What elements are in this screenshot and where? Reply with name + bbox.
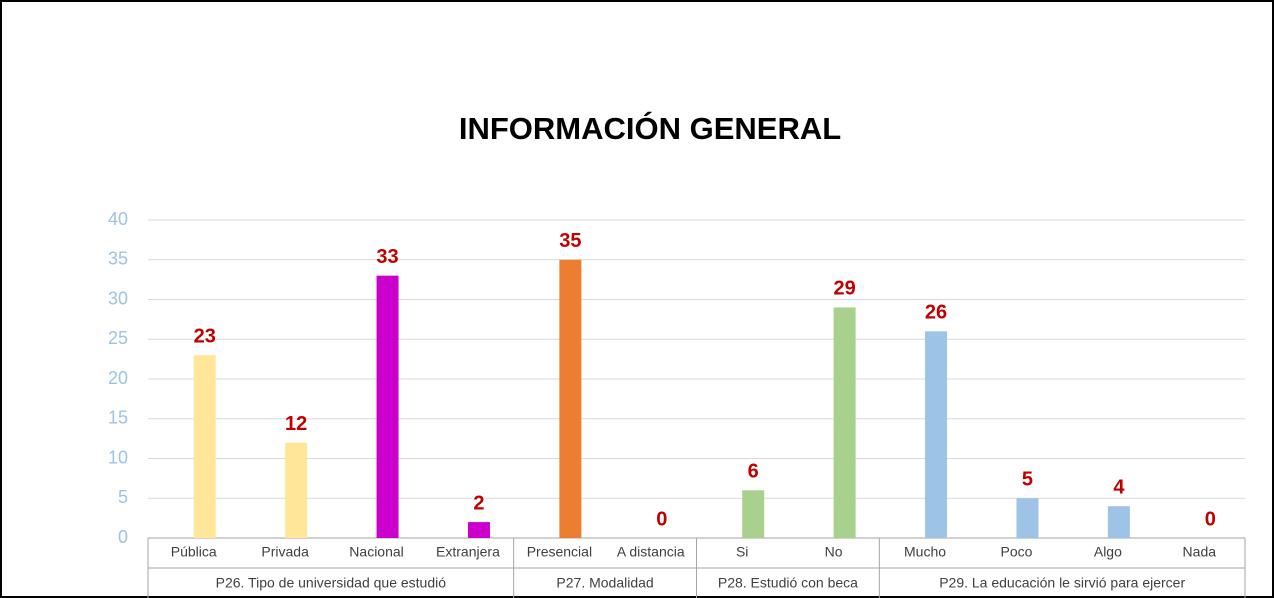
group-label: P29. La educación le sirvió para ejercer	[939, 575, 1185, 591]
group-label: P27. Modalidad	[556, 575, 653, 591]
y-tick-label: 25	[108, 328, 128, 348]
y-tick-label: 5	[118, 487, 128, 507]
x-tick-label: Algo	[1094, 544, 1122, 560]
data-label: 23	[194, 325, 216, 347]
chart-title: INFORMACIÓN GENERAL	[459, 110, 841, 146]
x-tick-label: Nacional	[349, 544, 403, 560]
bar	[559, 259, 582, 538]
y-tick-label: 0	[118, 527, 128, 547]
x-tick-label: Pública	[171, 544, 217, 560]
data-label: 12	[285, 413, 307, 435]
bar	[1016, 498, 1039, 538]
y-tick-label: 20	[108, 368, 128, 388]
bar	[467, 522, 490, 538]
data-label: 0	[1205, 508, 1216, 530]
data-label: 5	[1022, 469, 1033, 491]
y-tick-label: 10	[108, 447, 128, 467]
group-label: P28. Estudió con beca	[718, 575, 858, 591]
bar	[833, 307, 856, 538]
data-label: 26	[925, 302, 947, 324]
x-tick-label: Extranjera	[436, 544, 500, 560]
bar	[285, 442, 308, 538]
data-label: 35	[559, 230, 581, 252]
y-tick-label: 30	[108, 288, 128, 308]
bar	[1107, 506, 1130, 538]
data-label: 2	[473, 492, 484, 514]
data-label: 29	[834, 278, 856, 300]
x-tick-label: Poco	[1000, 544, 1032, 560]
x-tick-label: Privada	[261, 544, 309, 560]
bar	[742, 490, 765, 538]
data-label: 0	[656, 508, 667, 530]
data-label: 33	[376, 246, 398, 268]
y-tick-label: 40	[108, 209, 128, 229]
bar	[193, 355, 216, 538]
y-tick-label: 15	[108, 408, 128, 428]
x-tick-label: Nada	[1183, 544, 1217, 560]
x-tick-label: Presencial	[527, 544, 592, 560]
bar	[925, 331, 948, 538]
x-tick-label: Mucho	[904, 544, 946, 560]
x-tick-label: Si	[736, 544, 748, 560]
x-tick-label: A distancia	[617, 544, 685, 560]
group-label: P26. Tipo de universidad que estudió	[216, 575, 447, 591]
data-label: 4	[1113, 476, 1125, 498]
y-tick-label: 35	[108, 249, 128, 269]
data-label: 6	[748, 461, 759, 483]
x-tick-label: No	[825, 544, 843, 560]
bar	[376, 275, 399, 538]
